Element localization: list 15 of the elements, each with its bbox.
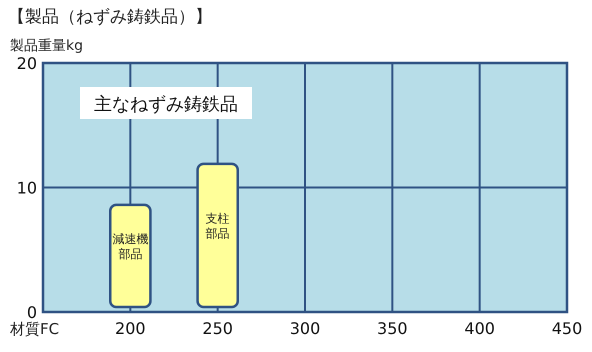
chart-title: 【製品（ねずみ鋳鉄品）】	[8, 7, 212, 27]
x-tick-label: 250	[202, 319, 233, 338]
x-axis-title: 材質FC	[9, 320, 60, 338]
annotation: 主なねずみ鋳鉄品	[94, 94, 238, 115]
annotation: 減速機部品	[112, 232, 148, 261]
y-tick-label: 20	[16, 54, 37, 73]
y-axis-title: 製品重量kg	[10, 38, 83, 54]
y-tick-label: 0	[26, 303, 37, 322]
y-tick-label: 10	[16, 178, 37, 198]
x-tick-label: 400	[464, 319, 495, 338]
x-tick-label: 300	[290, 319, 320, 338]
x-tick-label: 450	[552, 319, 582, 338]
x-tick-label: 350	[377, 319, 408, 338]
annotation: 支柱部品	[206, 211, 230, 240]
x-tick-label: 200	[115, 319, 146, 338]
